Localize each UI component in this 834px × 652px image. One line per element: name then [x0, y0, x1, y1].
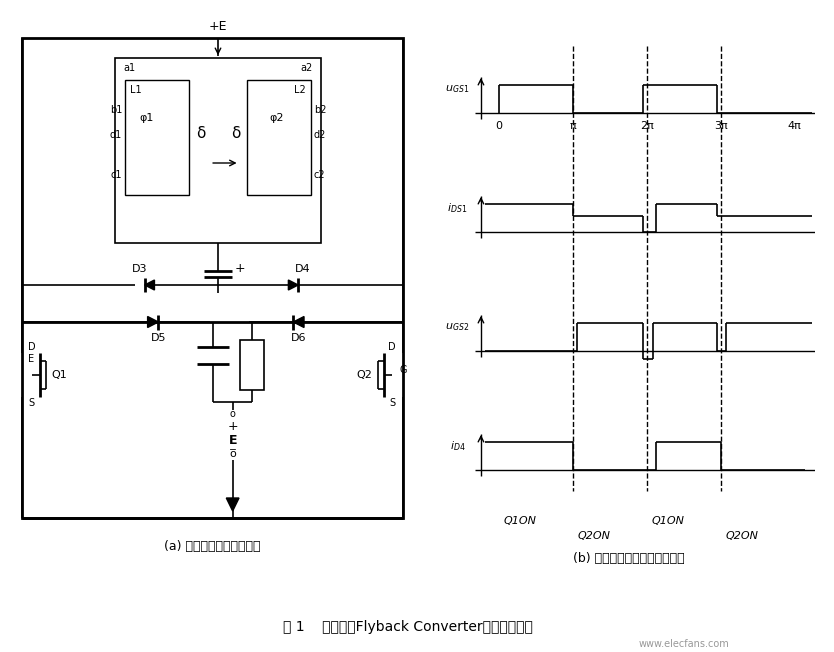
Text: D: D [28, 342, 36, 352]
Text: $i_{DS1}$: $i_{DS1}$ [447, 201, 468, 215]
Polygon shape [289, 280, 299, 290]
Text: 图 1    两路单管Flyback Converter功率合成框图: 图 1 两路单管Flyback Converter功率合成框图 [283, 620, 533, 634]
Bar [125, 80, 188, 195]
Text: 2π: 2π [640, 121, 654, 131]
Polygon shape [226, 498, 239, 511]
Text: S: S [389, 398, 396, 408]
Text: 3π: 3π [714, 121, 727, 131]
Text: Q2ON: Q2ON [577, 531, 610, 541]
Text: o: o [229, 409, 235, 419]
Text: a1: a1 [123, 63, 135, 73]
Text: $u_{GS1}$: $u_{GS1}$ [445, 83, 470, 95]
Text: $i_{D4}$: $i_{D4}$ [450, 439, 465, 453]
Text: π: π [570, 121, 576, 131]
Text: D6: D6 [290, 333, 306, 343]
Polygon shape [294, 316, 304, 327]
Text: L1: L1 [130, 85, 142, 95]
Text: L2: L2 [294, 85, 306, 95]
Text: (b) 控制波形和整流管输出波形: (b) 控制波形和整流管输出波形 [573, 552, 685, 565]
Bar [115, 58, 320, 243]
Text: D4: D4 [295, 264, 311, 274]
Text: δ: δ [196, 125, 205, 140]
Text: δ: δ [231, 125, 240, 140]
Bar [248, 80, 311, 195]
Text: D3: D3 [132, 264, 148, 274]
Text: c1: c1 [111, 170, 123, 180]
Text: E: E [28, 354, 34, 364]
Text: b2: b2 [314, 105, 326, 115]
Text: Q2ON: Q2ON [726, 531, 759, 541]
Text: Q1: Q1 [52, 370, 68, 380]
Polygon shape [144, 280, 154, 290]
Text: $u_{GS2}$: $u_{GS2}$ [445, 321, 470, 333]
Polygon shape [148, 316, 158, 327]
Text: Q1ON: Q1ON [504, 516, 536, 526]
Text: +: + [228, 419, 238, 432]
Text: E: E [229, 434, 237, 447]
Text: c2: c2 [314, 170, 325, 180]
Text: Q1ON: Q1ON [651, 516, 685, 526]
Text: d2: d2 [314, 130, 326, 140]
Text: φ2: φ2 [269, 113, 284, 123]
Text: b1: b1 [110, 105, 123, 115]
Text: (a) 主开关回路和输出回路: (a) 主开关回路和输出回路 [164, 539, 260, 552]
Text: +E: +E [208, 20, 227, 33]
Text: 0: 0 [495, 121, 502, 131]
Text: φ1: φ1 [139, 113, 153, 123]
Text: www.elecfans.com: www.elecfans.com [639, 639, 730, 649]
Text: Q2: Q2 [357, 370, 373, 380]
Text: 4π: 4π [788, 121, 801, 131]
Text: S: S [28, 398, 34, 408]
Text: d1: d1 [110, 130, 123, 140]
Text: a2: a2 [300, 63, 313, 73]
Text: D: D [389, 342, 396, 352]
Bar [22, 38, 403, 518]
Text: o̅: o̅ [229, 449, 236, 459]
Text: D5: D5 [151, 333, 166, 343]
Text: G: G [399, 365, 407, 375]
Bar [240, 340, 264, 390]
Text: +: + [234, 261, 245, 274]
